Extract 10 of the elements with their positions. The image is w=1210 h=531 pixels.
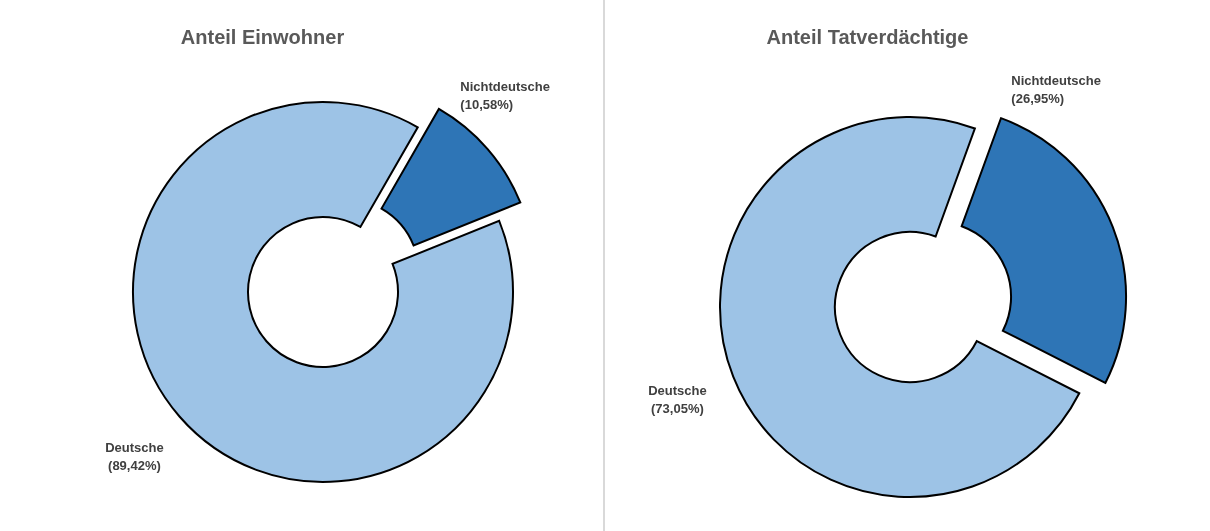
data-label: (10,58%) [460, 97, 514, 113]
data-label: (89,42%) [108, 458, 161, 474]
data-label: (73,05%) [651, 400, 704, 416]
slice-label: Deutsche [648, 382, 707, 398]
chart-title: Anteil Tatverdächtige [765, 26, 970, 49]
slice-label: Nichtdeutsche [1011, 73, 1101, 89]
chart-title: Anteil Einwohner [179, 26, 346, 49]
data-label: (26,95%) [1011, 91, 1065, 107]
slice-label: Deutsche [105, 440, 164, 456]
slice-label: Nichtdeutsche [460, 79, 550, 95]
